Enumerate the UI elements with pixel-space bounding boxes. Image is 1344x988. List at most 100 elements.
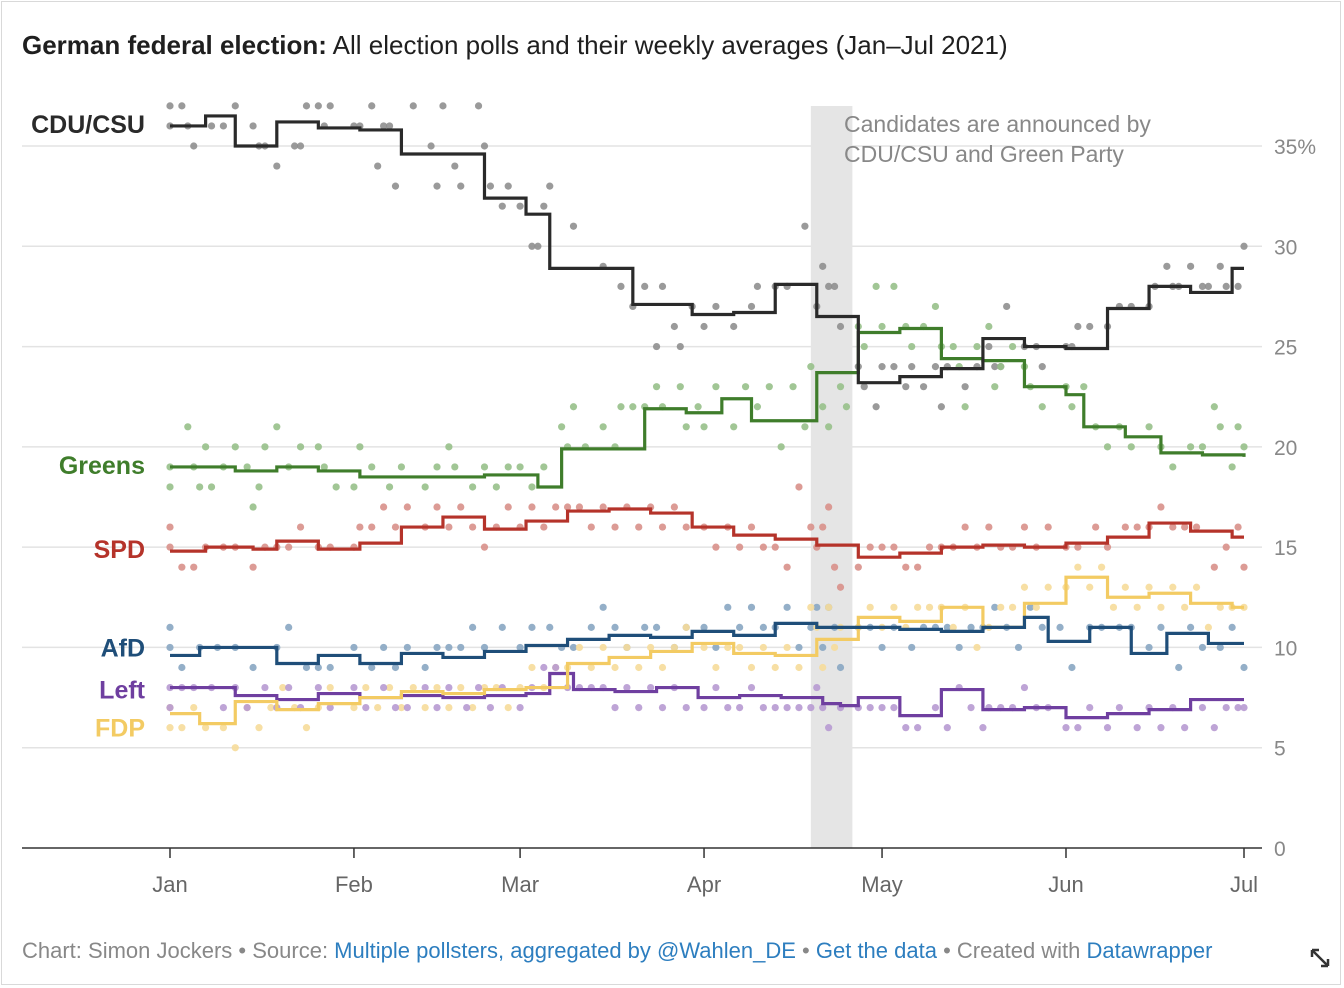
poll-point: [1222, 704, 1230, 712]
poll-point: [296, 523, 305, 531]
poll-point: [469, 704, 477, 712]
poll-point: [997, 363, 1005, 371]
poll-point: [860, 342, 868, 351]
poll-points-cducsu: [166, 102, 1248, 411]
poll-point: [819, 523, 827, 531]
poll-point: [409, 683, 417, 692]
source-link[interactable]: Multiple pollsters, aggregated by @Wahle…: [334, 938, 796, 963]
poll-point: [231, 744, 239, 752]
poll-point: [445, 523, 453, 531]
poll-point: [1121, 523, 1129, 531]
x-tick-label: Apr: [687, 872, 721, 897]
series-label-spd: SPD: [94, 536, 145, 564]
poll-point: [807, 603, 815, 611]
poll-point: [860, 383, 868, 391]
poll-point: [836, 383, 845, 391]
poll-point: [202, 443, 210, 451]
poll-point: [528, 242, 536, 250]
poll-point: [552, 503, 560, 511]
poll-point: [1032, 603, 1040, 611]
poll-point: [528, 663, 536, 672]
poll-point: [1169, 523, 1177, 531]
datawrapper-link[interactable]: Datawrapper: [1086, 938, 1213, 963]
poll-point: [1234, 523, 1242, 531]
poll-point: [1121, 583, 1129, 591]
y-tick-label: 35%: [1274, 136, 1316, 159]
poll-point: [528, 503, 536, 511]
poll-point: [433, 643, 441, 652]
poll-point: [190, 142, 198, 150]
poll-point: [813, 603, 821, 611]
poll-point: [611, 704, 619, 712]
y-tick-label: 15: [1274, 537, 1297, 560]
poll-point: [712, 543, 720, 551]
poll-point: [878, 543, 886, 551]
x-tick-label: Jan: [152, 872, 187, 897]
series-label-fdp: FDP: [95, 715, 145, 743]
poll-point: [178, 724, 186, 732]
poll-point: [747, 523, 756, 531]
poll-point: [1056, 623, 1064, 631]
poll-point: [178, 102, 186, 110]
poll-point: [261, 443, 269, 451]
poll-point: [403, 503, 411, 511]
poll-point: [842, 403, 851, 411]
get-data-link[interactable]: Get the data: [815, 938, 937, 963]
poll-point: [1080, 383, 1088, 391]
poll-point: [504, 704, 512, 712]
poll-point: [1145, 423, 1153, 431]
poll-point: [825, 282, 833, 290]
poll-point: [1169, 583, 1177, 591]
poll-point: [255, 483, 263, 491]
poll-point: [1240, 563, 1248, 571]
poll-point: [356, 443, 364, 451]
poll-point: [498, 202, 506, 210]
poll-point: [249, 503, 257, 511]
poll-point: [967, 704, 975, 712]
poll-point: [985, 523, 993, 531]
series-label-left: Left: [99, 677, 146, 705]
poll-point: [558, 423, 566, 431]
poll-point: [385, 683, 394, 692]
poll-point: [682, 523, 690, 531]
poll-point: [374, 704, 382, 712]
poll-point: [368, 463, 376, 471]
poll-point: [1157, 724, 1165, 732]
average-line-cducsu: [170, 114, 1244, 385]
poll-point: [623, 643, 631, 652]
poll-point: [925, 603, 934, 611]
poll-point: [1020, 523, 1029, 531]
poll-point: [979, 724, 987, 732]
y-tick-label: 25: [1274, 337, 1297, 360]
poll-point: [890, 704, 898, 712]
announcement-band: [810, 106, 853, 848]
poll-point: [291, 142, 299, 150]
average-line-afd: [170, 615, 1244, 666]
poll-point: [765, 383, 773, 391]
poll-point: [190, 563, 198, 571]
poll-point: [599, 643, 607, 652]
poll-point: [540, 523, 548, 531]
y-tick-label: 10: [1274, 637, 1297, 660]
poll-point: [504, 182, 512, 190]
poll-point: [391, 523, 400, 531]
poll-point: [819, 262, 827, 270]
poll-point: [937, 403, 945, 411]
resize-arrows-icon[interactable]: [1308, 946, 1332, 970]
poll-point: [1092, 523, 1100, 531]
poll-point: [1186, 443, 1195, 451]
poll-point: [611, 623, 619, 631]
poll-point: [985, 322, 993, 331]
poll-point: [451, 463, 459, 471]
series-label-greens: Greens: [59, 452, 145, 480]
poll-point: [1175, 663, 1183, 672]
poll-point: [166, 102, 174, 110]
poll-point: [724, 643, 732, 652]
poll-point: [670, 503, 678, 511]
poll-point: [243, 463, 251, 471]
poll-point: [1222, 282, 1230, 290]
poll-point: [872, 403, 880, 411]
poll-point: [854, 563, 862, 571]
poll-point: [540, 202, 548, 210]
poll-point: [314, 102, 322, 110]
